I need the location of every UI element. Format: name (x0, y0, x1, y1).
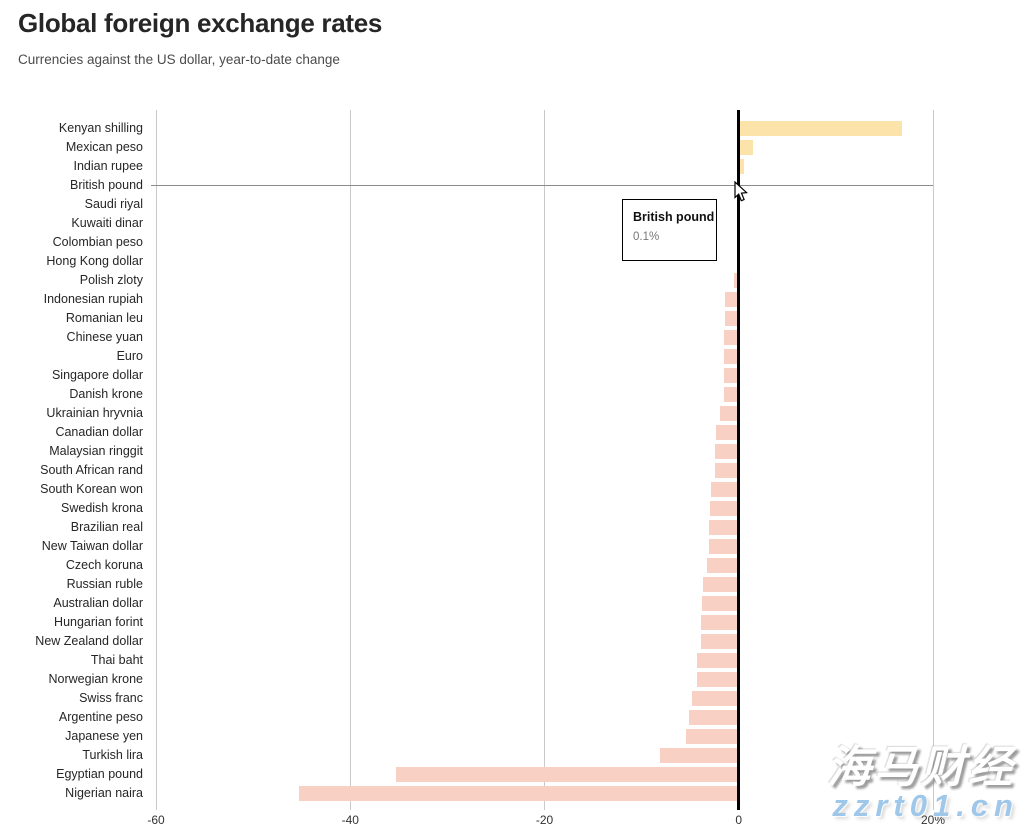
y-label-south-african-rand: South African rand (40, 462, 143, 477)
mouse-cursor-icon (734, 181, 748, 202)
y-label-swiss-franc: Swiss franc (79, 690, 143, 705)
bar-indian-rupee[interactable] (738, 158, 744, 174)
gridline (155, 110, 157, 810)
y-label-polish-zloty: Polish zloty (79, 272, 143, 287)
x-tick-label: 0 (735, 813, 743, 827)
bar-czech-koruna[interactable] (706, 557, 739, 573)
y-label-new-zealand-dollar: New Zealand dollar (35, 633, 143, 648)
y-label-ukrainian-hryvnia: Ukrainian hryvnia (46, 405, 143, 420)
y-label-indian-rupee: Indian rupee (73, 158, 143, 173)
bar-swiss-franc[interactable] (692, 690, 739, 706)
bar-chinese-yuan[interactable] (724, 329, 739, 345)
tooltip-title: British pound (633, 210, 715, 224)
y-label-hong-kong-dollar: Hong Kong dollar (46, 253, 143, 268)
gridline (932, 110, 934, 810)
y-label-romanian-leu: Romanian leu (65, 310, 143, 325)
bar-romanian-leu[interactable] (725, 310, 739, 326)
x-tick-label: -40 (341, 813, 359, 827)
gridline (544, 110, 545, 810)
y-label-new-taiwan-dollar: New Taiwan dollar (41, 538, 143, 553)
y-label-thai-baht: Thai baht (90, 652, 143, 667)
x-tick-label: 20% (920, 813, 946, 827)
bar-south-korean-won[interactable] (710, 481, 739, 497)
page-subtitle: Currencies against the US dollar, year-t… (18, 52, 340, 67)
bar-canadian-dollar[interactable] (716, 424, 739, 440)
y-label-turkish-lira: Turkish lira (82, 747, 143, 762)
bar-indonesian-rupiah[interactable] (725, 291, 739, 307)
bar-australian-dollar[interactable] (701, 595, 739, 611)
bar-hungarian-forint[interactable] (700, 614, 739, 630)
bar-swedish-krona[interactable] (709, 500, 739, 516)
bar-nigerian-naira[interactable] (298, 785, 739, 801)
bar-mexican-peso[interactable] (738, 139, 754, 155)
x-tick-label: -20 (535, 813, 554, 827)
y-label-argentine-peso: Argentine peso (58, 709, 143, 724)
zero-baseline (737, 110, 741, 810)
y-label-south-korean-won: South Korean won (40, 481, 143, 496)
y-label-british-pound: British pound (70, 177, 143, 192)
bar-polish-zloty[interactable] (733, 272, 739, 288)
y-axis-labels: Kenyan shilling Mexican peso Indian rupee B… (0, 110, 150, 810)
bar-egyptian-pound[interactable] (395, 766, 739, 782)
bar-new-taiwan-dollar[interactable] (708, 538, 739, 554)
watermark-brand-text: 海马财经 (827, 743, 1015, 792)
y-label-swedish-krona: Swedish krona (61, 500, 143, 515)
bar-malaysian-ringgit[interactable] (715, 443, 739, 459)
y-label-norwegian-krone: Norwegian krone (48, 671, 144, 686)
bar-japanese-yen[interactable] (686, 728, 739, 744)
y-label-saudi-riyal: Saudi riyal (84, 196, 143, 211)
bar-new-zealand-dollar[interactable] (700, 633, 739, 649)
bar-russian-ruble[interactable] (702, 576, 739, 592)
y-label-mexican-peso: Mexican peso (65, 139, 143, 154)
y-label-brazilian-real: Brazilian real (70, 519, 143, 534)
y-label-colombian-peso: Colombian peso (52, 234, 143, 249)
y-label-singapore-dollar: Singapore dollar (51, 367, 143, 382)
y-label-chinese-yuan: Chinese yuan (66, 329, 143, 344)
bar-kenyan-shilling[interactable] (738, 120, 902, 136)
bar-thai-baht[interactable] (696, 652, 739, 668)
bar-euro[interactable] (724, 348, 739, 364)
y-label-kuwaiti-dinar: Kuwaiti dinar (71, 215, 143, 230)
tooltip: British pound 0.1% (622, 199, 717, 261)
y-label-indonesian-rupiah: Indonesian rupiah (43, 291, 143, 306)
plot-area (151, 110, 934, 810)
y-label-canadian-dollar: Canadian dollar (55, 424, 143, 439)
y-label-australian-dollar: Australian dollar (53, 595, 143, 610)
bar-south-african-rand[interactable] (715, 462, 739, 478)
tooltip-value: 0.1% (633, 231, 660, 243)
bar-danish-krone[interactable] (724, 386, 739, 402)
y-label-hungarian-forint: Hungarian forint (54, 614, 143, 629)
y-label-nigerian-naira: Nigerian naira (65, 785, 143, 800)
bar-singapore-dollar[interactable] (724, 367, 739, 383)
y-label-egyptian-pound: Egyptian pound (56, 766, 143, 781)
y-label-kenyan-shilling: Kenyan shilling (58, 120, 143, 135)
bar-argentine-peso[interactable] (689, 709, 739, 725)
y-label-czech-koruna: Czech koruna (65, 557, 143, 572)
x-tick-label: -60 (147, 813, 165, 827)
x-axis-labels: -60 -40 -20 0 20% (147, 813, 945, 831)
y-label-japanese-yen: Japanese yen (65, 728, 143, 743)
y-label-danish-krone: Danish krone (69, 386, 143, 401)
watermark-url-text: zzrt01.cn (832, 788, 1019, 823)
gridline (349, 110, 351, 810)
bar-ukrainian-hryvnia[interactable] (720, 405, 739, 421)
bar-turkish-lira[interactable] (660, 747, 739, 763)
y-label-russian-ruble: Russian ruble (66, 576, 143, 591)
hover-ruler-line (151, 185, 933, 186)
y-label-malaysian-ringgit: Malaysian ringgit (49, 443, 143, 458)
bar-brazilian-real[interactable] (708, 519, 739, 535)
bar-norwegian-krone[interactable] (696, 671, 739, 687)
page-title: Global foreign exchange rates (18, 8, 383, 38)
y-label-euro: Euro (116, 348, 143, 363)
